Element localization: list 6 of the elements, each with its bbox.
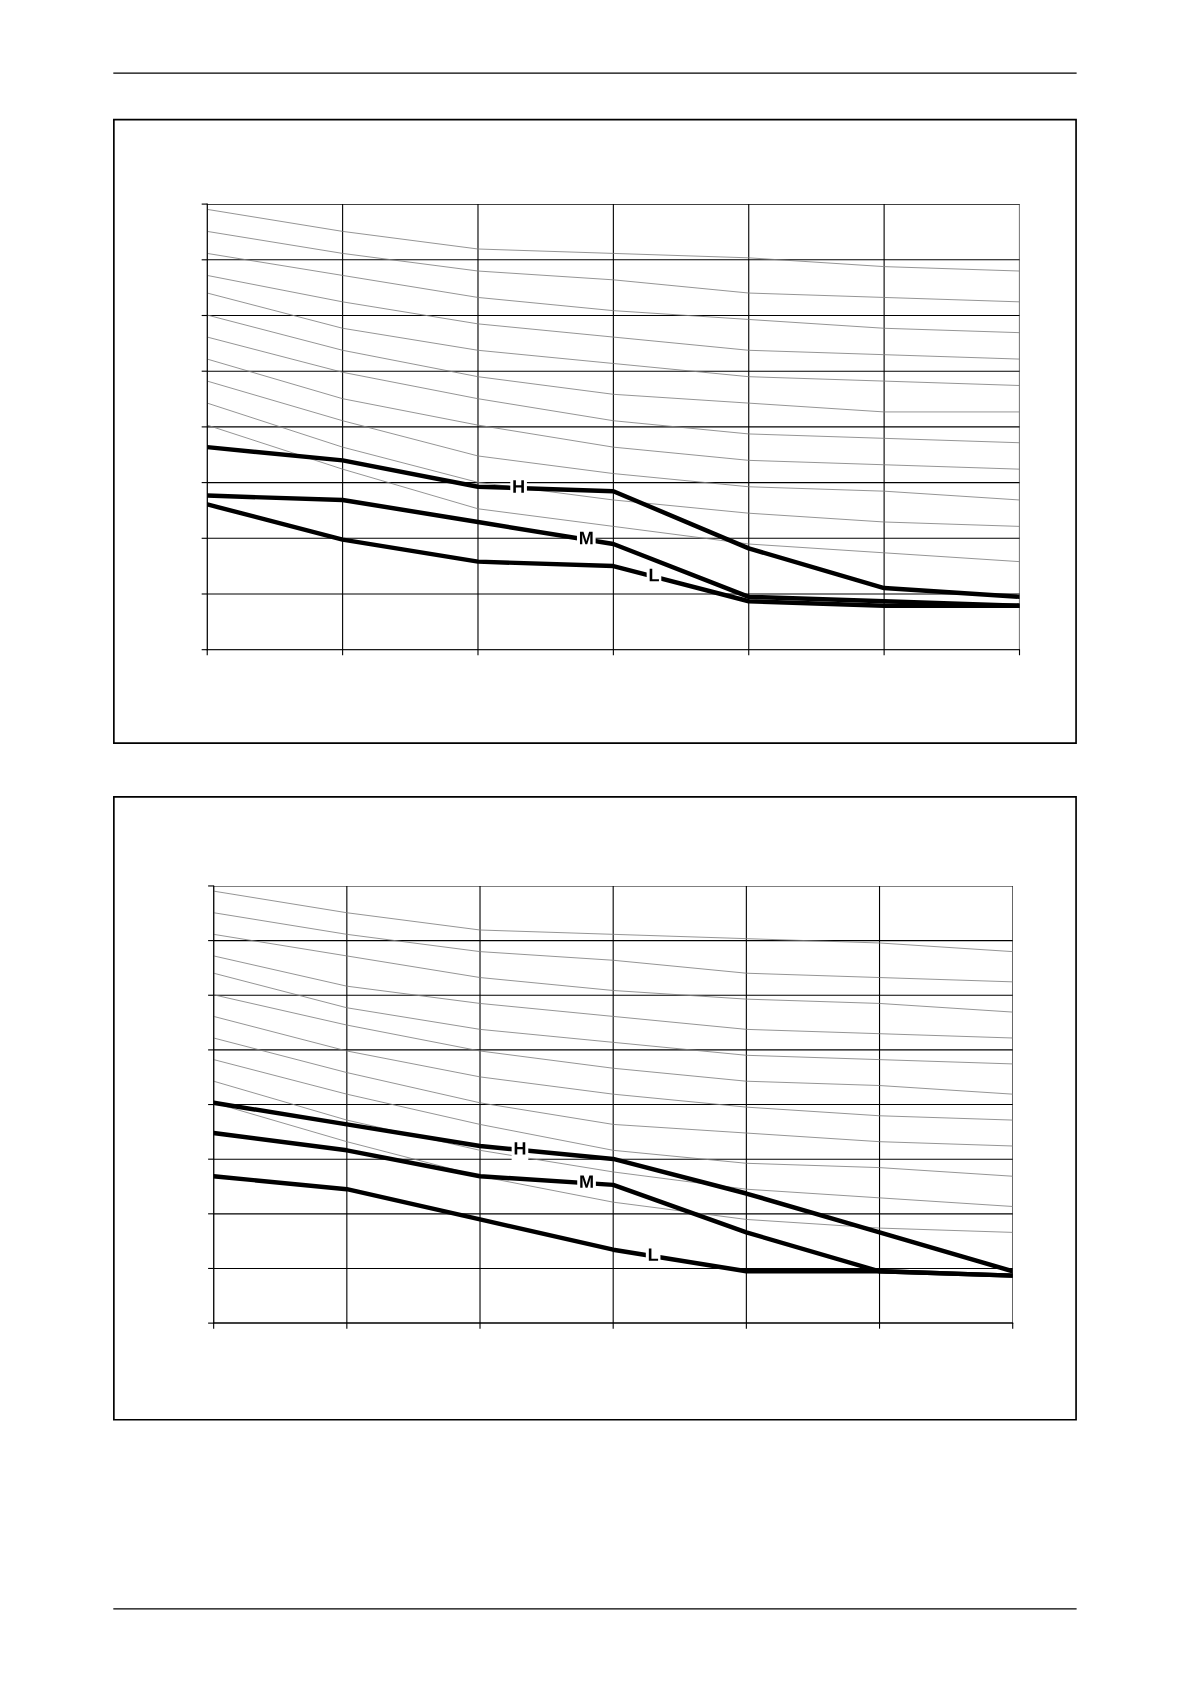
series-label: M [579, 531, 593, 545]
series-label: L [649, 568, 659, 582]
series-label: M [580, 1175, 593, 1188]
series-label: H [513, 480, 524, 493]
series-label: H [514, 1142, 526, 1155]
series-label: L [648, 1248, 659, 1261]
